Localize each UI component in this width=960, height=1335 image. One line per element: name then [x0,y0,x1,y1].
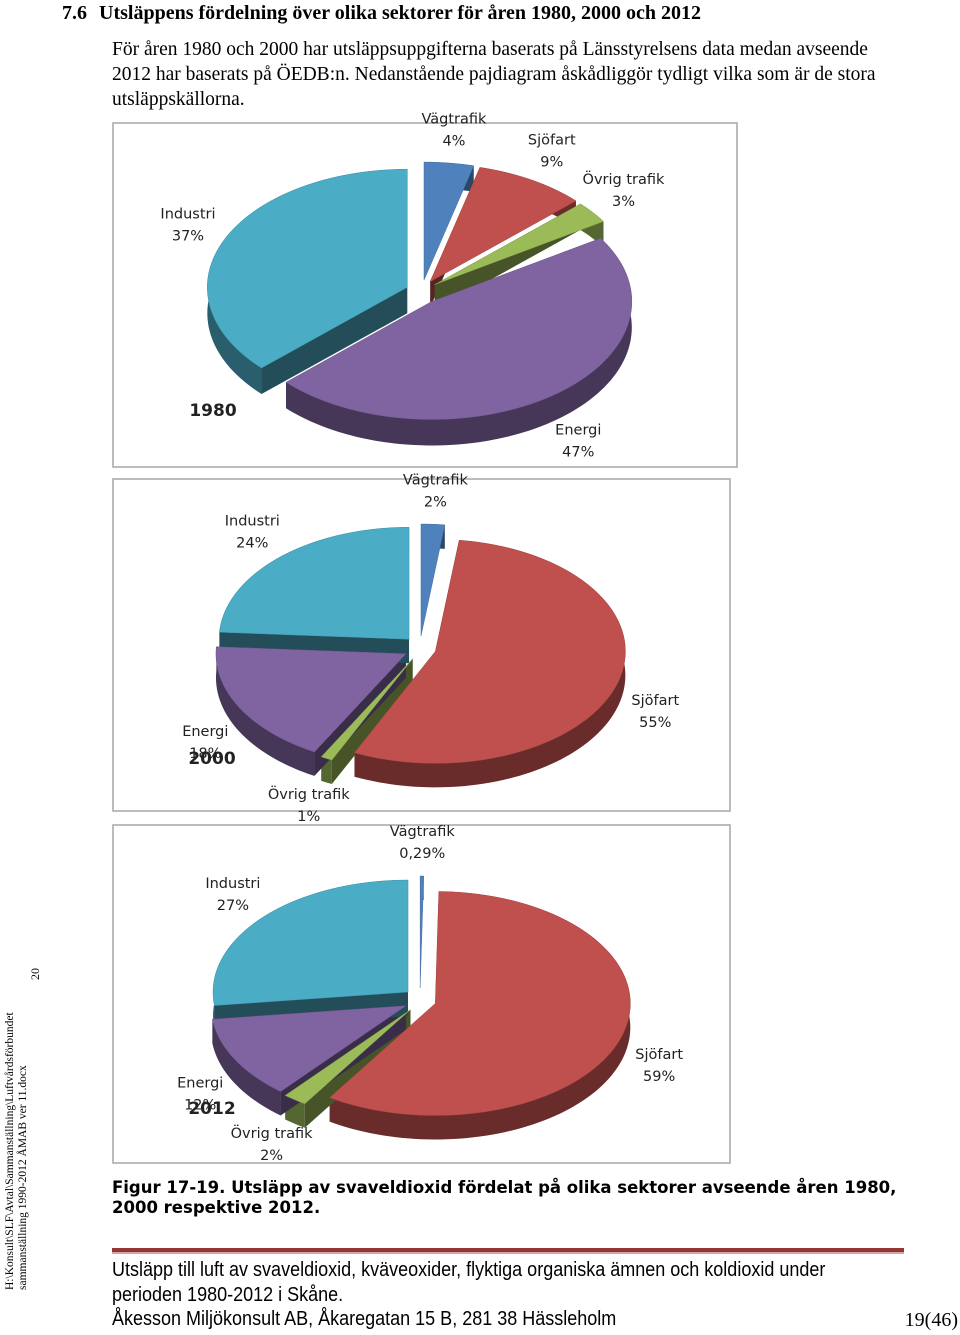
slice-label: Vägtrafik [421,111,487,127]
slice-label: Sjöfart [631,693,679,709]
slice [329,891,631,1116]
sidebar-number: 20 [28,968,42,980]
slice-value-label: 27% [217,898,249,914]
intro-text: För åren 1980 och 2000 har utsläppsuppgi… [112,39,876,110]
slice-depth [329,891,631,1140]
slice-value-label: 24% [236,536,268,552]
slice-value-label: 59% [643,1069,675,1085]
section-title: Utsläppens fördelning över olika sektore… [99,2,702,24]
slice-depth [212,1019,281,1116]
figure-caption: Figur 17-19. Utsläpp av svaveldioxid för… [112,1178,897,1217]
slice [420,523,446,637]
section-heading: 7.6 Utsläppens fördelning över olika sekt… [62,2,713,25]
slice [419,875,424,989]
slice-value-label: 2% [260,1148,283,1164]
slice [354,539,626,764]
slice-value-label: 37% [172,228,204,244]
slice [212,879,409,1006]
pie [215,523,626,788]
footer-report: Utsläpp till luft av svaveldioxid, kväve… [112,1259,826,1306]
slice-value-label: 1% [297,809,320,825]
slice [219,526,410,640]
slice-value-label: 3% [612,194,635,210]
slice-value-label: 0,29% [399,846,445,862]
slice-label: Energi [182,724,228,740]
chart-title: 2000 [188,749,235,769]
slice [215,646,407,753]
slice-value-label: 12% [184,1097,216,1113]
slice-label: Industri [205,876,260,892]
slice [285,237,633,420]
slice-label: Industri [160,206,215,222]
slice-label: Övrig trafik [268,785,350,803]
slice-value-label: 18% [189,746,221,762]
slice-label: Industri [225,514,280,530]
slice [212,1005,407,1092]
slice [423,161,475,281]
slice-label: Övrig trafik [583,170,665,188]
slice-depth [215,646,315,776]
slice-wall [261,287,408,395]
slice [284,1009,411,1105]
slice-depth [286,238,632,446]
slice-value-label: 47% [562,444,594,460]
footer-company: Åkesson Miljökonsult AB, Åkaregatan 15 B… [112,1308,617,1330]
chart-title: 1980 [189,401,236,421]
chart-title: 2012 [188,1099,235,1119]
slice [434,203,604,285]
file-path: H:\Konsult\SLF\Avtal\Sammanställning\Luf… [4,1012,29,1290]
section-number: 7.6 [62,2,87,24]
slice-label: Övrig trafik [231,1124,313,1142]
slice [429,167,577,283]
slice-value-label: 55% [639,715,671,731]
slice-label: Sjöfart [635,1047,683,1063]
footer-rule [112,1248,904,1254]
slice [207,168,408,369]
pie [212,875,631,1140]
pie [207,161,633,446]
slice-value-label: 4% [442,133,465,149]
slice-depth [354,540,626,788]
slice-value-label: 9% [540,154,563,170]
slice-label: Sjöfart [528,132,576,148]
slice-label: Energi [555,422,601,438]
slice-value-label: 2% [424,494,447,510]
slice-label: Vägtrafik [403,472,469,488]
slice [320,658,413,761]
slice-label: Energi [177,1075,223,1091]
page-number: 19(46) [904,1309,958,1331]
slice-label: Vägtrafik [390,824,456,840]
